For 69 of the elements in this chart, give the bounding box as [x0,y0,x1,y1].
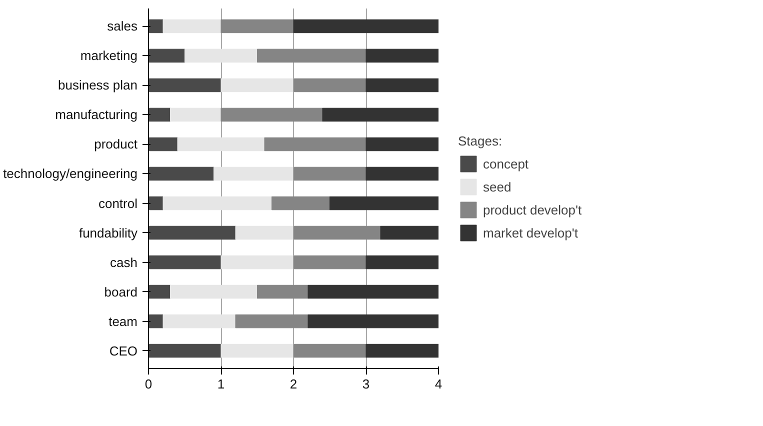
bar [293,344,366,358]
y-tick-label: board [104,284,138,300]
bar [272,196,330,210]
bar [366,166,438,181]
bar [148,166,214,181]
bar [148,314,164,328]
bar [235,226,294,240]
y-tick-label: cash [110,254,138,270]
bar [220,19,294,34]
bar [148,19,164,34]
bar [220,255,294,270]
bar [148,344,222,358]
legend-label: product develop't [483,202,582,217]
bar [148,108,170,122]
bar [214,166,294,181]
y-tick-label: marketing [80,48,138,64]
bar [148,48,185,63]
y-tick-label: fundability [78,225,138,240]
bar [148,137,178,152]
legend-label: concept [483,156,529,171]
bar [220,108,323,122]
x-tick-label: 1 [217,376,225,392]
bar [366,137,438,152]
bar [257,48,366,63]
bar [177,137,265,152]
x-tick-label: 4 [434,376,442,392]
bar [293,226,381,240]
bar [170,284,258,299]
y-tick-label: control [98,196,138,211]
bar [308,284,438,299]
bar [162,19,222,34]
bar [264,137,366,152]
bar [366,78,438,92]
y-tick-label: CEO [109,343,138,358]
y-tick-label: product [94,136,138,152]
bar [162,314,236,328]
bar [148,78,222,92]
bar [220,78,294,92]
bar [257,284,308,299]
y-tick-label: technology/engineering [3,166,138,182]
bar [162,196,272,210]
x-tick-label: 0 [144,376,152,392]
bar [330,196,438,210]
bar [184,48,258,63]
legend-title: Stages: [458,134,504,148]
bar [380,226,438,240]
bar [170,108,222,122]
bar [322,108,438,122]
bar [235,314,308,328]
bar [293,19,438,34]
bar [293,255,366,270]
bar [148,284,170,299]
bar [293,78,366,92]
legend-label: seed [483,179,512,194]
bar [308,314,438,328]
bar [366,48,438,63]
bar [366,255,438,270]
bar [220,344,294,358]
y-tick-label: business plan [58,78,138,93]
bar [293,166,366,181]
x-tick-label: 3 [362,376,370,392]
y-tick-label: manufacturing [55,107,138,122]
bar [366,344,438,358]
y-tick-label: team [108,314,138,329]
bar [148,255,222,270]
bar [148,226,236,240]
legend-label: market develop't [483,225,578,240]
x-tick-label: 2 [290,376,298,392]
y-tick-label: sales [107,18,138,34]
